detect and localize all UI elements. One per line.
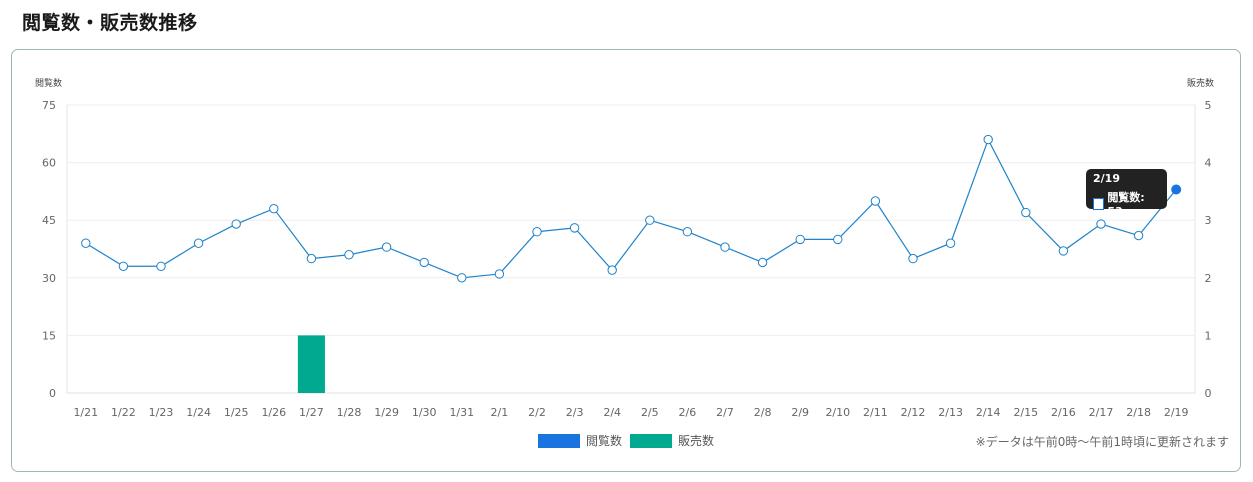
x-tick-label: 2/11 <box>863 406 888 419</box>
legend-item-sales[interactable]: 販売数 <box>630 432 714 449</box>
views-point <box>1058 246 1069 256</box>
views-point <box>908 253 918 264</box>
views-point <box>682 227 693 237</box>
legend-label-views: 閲覧数 <box>586 434 623 448</box>
x-tick-label: 2/2 <box>528 406 546 419</box>
views-point <box>118 261 129 271</box>
x-tick-label: 2/16 <box>1051 406 1076 419</box>
x-tick-label: 2/6 <box>679 406 697 419</box>
tooltip-label: 閲覧数: 53 <box>1107 191 1145 218</box>
views-point <box>1021 207 1031 218</box>
left-tick-label: 60 <box>42 157 56 170</box>
chart-legend: 閲覧数 販売数 <box>538 432 722 449</box>
views-point <box>81 238 91 248</box>
x-tick-label: 1/22 <box>111 406 136 419</box>
x-tick-label: 1/24 <box>186 406 211 419</box>
views-point <box>193 238 204 248</box>
x-tick-label: 1/29 <box>374 406 399 419</box>
right-tick-label: 5 <box>1205 99 1212 112</box>
left-axis-title: 閲覧数 <box>35 79 63 89</box>
legend-swatch-views <box>538 433 580 448</box>
tooltip-row: 閲覧数: 53 <box>1093 189 1160 218</box>
views-point <box>1096 219 1106 229</box>
views-point <box>870 196 881 206</box>
views-point <box>607 265 617 275</box>
update-note: ※データは午前0時～午前1時頃に更新されます <box>975 435 1229 449</box>
chart-tooltip: 2/19 閲覧数: 53 <box>1086 169 1167 218</box>
x-tick-label: 2/12 <box>901 406 926 419</box>
right-tick-label: 1 <box>1205 329 1212 342</box>
right-axis-title: 販売数 <box>1187 79 1215 89</box>
x-tick-label: 2/5 <box>641 406 659 419</box>
x-tick-label: 2/7 <box>716 406 734 419</box>
x-tick-label: 2/8 <box>754 406 772 419</box>
x-tick-label: 1/31 <box>449 406 474 419</box>
views-point <box>156 261 166 271</box>
views-point <box>720 242 730 252</box>
chart-card <box>11 49 1241 472</box>
x-tick-label: 2/14 <box>976 406 1001 419</box>
x-tick-label: 1/30 <box>412 406 437 419</box>
left-tick-label: 15 <box>42 329 56 342</box>
x-tick-label: 1/27 <box>299 406 324 419</box>
x-tick-label: 2/17 <box>1089 406 1114 419</box>
views-point <box>983 134 993 145</box>
x-tick-label: 1/26 <box>261 406 286 419</box>
left-tick-label: 30 <box>42 272 56 285</box>
right-tick-label: 0 <box>1205 387 1212 400</box>
right-tick-label: 4 <box>1205 157 1212 170</box>
legend-swatch-sales <box>630 433 673 448</box>
sales-bar <box>297 335 325 393</box>
tooltip-color-box <box>1093 197 1105 210</box>
views-point <box>757 257 768 268</box>
views-point <box>306 253 317 264</box>
views-point <box>344 250 354 260</box>
x-tick-label: 2/18 <box>1126 406 1151 419</box>
left-tick-label: 45 <box>42 214 56 227</box>
legend-label-sales: 販売数 <box>678 434 715 448</box>
x-tick-label: 1/28 <box>337 406 362 419</box>
right-tick-label: 3 <box>1205 214 1212 227</box>
x-tick-label: 2/15 <box>1013 406 1038 419</box>
views-point <box>269 203 279 214</box>
page-title: 閲覧数・販売数推移 <box>22 12 198 34</box>
views-point <box>494 269 505 279</box>
views-point-active <box>1171 184 1182 195</box>
views-point <box>457 273 467 283</box>
views-point <box>569 223 580 233</box>
x-tick-label: 2/9 <box>791 406 809 419</box>
left-tick-label: 75 <box>42 99 56 112</box>
views-point <box>645 215 655 225</box>
views-point <box>419 257 429 268</box>
x-tick-label: 1/21 <box>73 406 98 419</box>
views-point <box>532 227 542 237</box>
views-point <box>945 238 956 248</box>
legend-item-views[interactable]: 閲覧数 <box>538 432 622 449</box>
views-point <box>381 242 392 252</box>
x-tick-label: 2/4 <box>603 406 621 419</box>
x-tick-label: 2/1 <box>491 406 509 419</box>
views-point <box>833 234 843 245</box>
x-tick-label: 2/19 <box>1164 406 1189 419</box>
x-tick-label: 2/10 <box>825 406 850 419</box>
x-tick-label: 2/3 <box>566 406 584 419</box>
x-tick-label: 1/25 <box>224 406 249 419</box>
x-tick-label: 1/23 <box>149 406 174 419</box>
left-tick-label: 0 <box>49 387 56 400</box>
views-point <box>795 234 805 245</box>
views-point <box>1133 230 1144 241</box>
tooltip-title: 2/19 <box>1093 172 1120 185</box>
right-tick-label: 2 <box>1205 272 1212 285</box>
views-line <box>85 138 1177 279</box>
views-point <box>231 219 241 229</box>
x-tick-label: 2/13 <box>938 406 963 419</box>
